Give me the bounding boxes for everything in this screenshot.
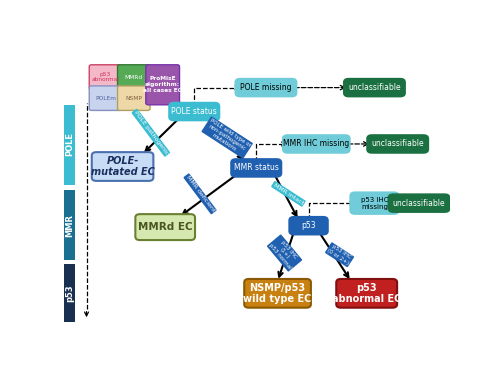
Text: unclassifiable: unclassifiable	[392, 199, 446, 208]
Text: p53: p53	[66, 284, 74, 302]
FancyBboxPatch shape	[146, 65, 180, 105]
FancyBboxPatch shape	[232, 159, 281, 177]
FancyBboxPatch shape	[388, 194, 450, 212]
FancyBboxPatch shape	[336, 279, 397, 308]
Text: NSMP/p53
wild type EC: NSMP/p53 wild type EC	[244, 283, 312, 304]
FancyBboxPatch shape	[350, 193, 399, 214]
Text: POLEm: POLEm	[95, 96, 116, 101]
FancyBboxPatch shape	[244, 279, 311, 308]
Text: POLE: POLE	[66, 132, 74, 156]
Text: p53 IHC
(1+)
p53 normal: p53 IHC (1+) p53 normal	[268, 236, 301, 270]
FancyBboxPatch shape	[136, 214, 195, 240]
Text: MMRd: MMRd	[124, 75, 143, 79]
Text: p53
abnormal: p53 abnormal	[92, 72, 120, 82]
Text: MMRd EC: MMRd EC	[138, 222, 192, 232]
Text: MMR: MMR	[66, 214, 74, 237]
Text: p53
abnormal EC: p53 abnormal EC	[332, 283, 402, 304]
Text: POLE wild type or
non-pathogenic
mutations: POLE wild type or non-pathogenic mutatio…	[202, 117, 252, 157]
FancyBboxPatch shape	[344, 79, 405, 96]
Bar	[64, 190, 76, 259]
Text: unclassifiable: unclassifiable	[372, 139, 424, 149]
Text: POLE missing: POLE missing	[240, 83, 292, 92]
Text: POLE status: POLE status	[172, 107, 217, 116]
Text: MMR intact: MMR intact	[272, 182, 304, 206]
Bar	[64, 264, 76, 321]
FancyBboxPatch shape	[89, 86, 122, 111]
Text: MMR IHC missing: MMR IHC missing	[283, 139, 350, 149]
Text: unclassifiable: unclassifiable	[348, 83, 401, 92]
FancyBboxPatch shape	[92, 152, 154, 181]
Text: p53 IHC
(0 or 2+): p53 IHC (0 or 2+)	[326, 243, 353, 266]
Text: MMR deficient: MMR deficient	[184, 175, 216, 213]
Text: p53 IHC
missing: p53 IHC missing	[360, 197, 388, 210]
Text: NSMP: NSMP	[126, 96, 142, 101]
FancyBboxPatch shape	[236, 79, 296, 96]
FancyBboxPatch shape	[283, 135, 350, 153]
FancyBboxPatch shape	[89, 65, 122, 89]
FancyBboxPatch shape	[368, 135, 428, 153]
Text: MMR status: MMR status	[234, 164, 278, 172]
Bar	[64, 105, 76, 185]
Text: p53: p53	[301, 221, 316, 230]
Text: ProMisE
algorithm:
all cases EC: ProMisE algorithm: all cases EC	[143, 76, 182, 93]
FancyBboxPatch shape	[170, 103, 219, 120]
FancyBboxPatch shape	[118, 65, 150, 89]
FancyBboxPatch shape	[290, 217, 328, 235]
FancyBboxPatch shape	[118, 86, 150, 111]
Text: POLE pathogenic: POLE pathogenic	[133, 110, 169, 156]
Text: POLE-
mutated EC: POLE- mutated EC	[90, 156, 154, 177]
